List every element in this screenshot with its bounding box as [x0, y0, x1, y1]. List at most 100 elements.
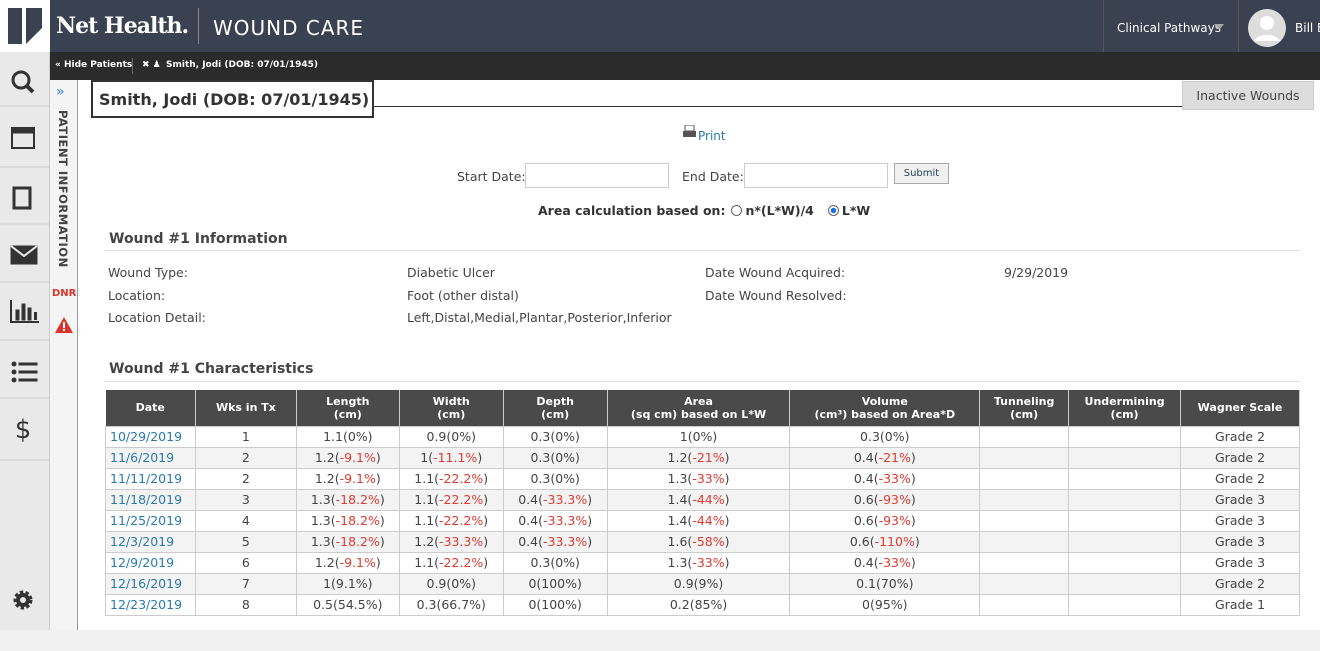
cell-part: ) — [587, 513, 593, 528]
user-name[interactable]: Bill B — [1295, 21, 1320, 35]
empty-cell — [1068, 488, 1182, 511]
date-link[interactable]: 11/11/2019 — [105, 467, 196, 490]
table-cell: 2 — [194, 467, 297, 490]
radio[interactable] — [731, 205, 743, 216]
cell-part: ) — [375, 555, 381, 570]
print-link[interactable]: Print — [698, 129, 726, 143]
product-name: WOUND CARE — [213, 16, 365, 40]
empty-cell — [1068, 593, 1182, 616]
cell-part: 0.6( — [853, 492, 879, 507]
empty-cell — [1068, 551, 1182, 574]
cell-part: ) — [724, 471, 730, 486]
table-cell: Grade 2 — [1180, 572, 1300, 595]
field-label: Date Wound Resolved: — [705, 287, 847, 303]
dnr-flag: DNR — [52, 288, 77, 299]
submit-button[interactable]: Submit — [894, 163, 949, 184]
close-icon[interactable]: ✖ ♟ — [142, 60, 161, 70]
table-cell: 0.3(0%) — [502, 551, 608, 574]
area-label: Area calculation based on: — [538, 203, 726, 218]
date-link[interactable]: 12/23/2019 — [105, 593, 196, 616]
negative-change: -18.2% — [335, 534, 380, 549]
header-line: (cm) — [437, 407, 466, 421]
cell-part: ) — [379, 534, 385, 549]
header-line: (cm) — [1110, 407, 1139, 421]
cell-part: 0.4( — [518, 513, 543, 528]
table-cell: 0.6(-93%) — [789, 509, 981, 532]
field-value: Foot (other distal) — [407, 287, 519, 303]
column-header: Wagner Scale — [1180, 390, 1300, 426]
field-value: 9/29/2019 — [1004, 265, 1069, 280]
table-cell: 0.9(0%) — [398, 572, 504, 595]
table-cell: 1.6(-58%) — [606, 530, 791, 553]
cell-part: ) — [910, 492, 916, 507]
logo — [0, 0, 50, 52]
header-line: (cm) — [541, 407, 570, 421]
date-link[interactable]: 10/29/2019 — [105, 425, 196, 448]
table-cell: 0.5(54.5%) — [295, 593, 400, 616]
menu[interactable]: Clinical Pathways — [1117, 21, 1221, 35]
print-icon — [683, 125, 696, 137]
table-cell: 1.3(-18.2%) — [295, 509, 400, 532]
column-header: Date — [105, 390, 196, 426]
column-header: Tunneling (cm) — [979, 390, 1070, 426]
radio-label[interactable]: n*(L*W)/4 — [745, 203, 814, 218]
table-cell: 0.9(0%) — [398, 425, 504, 448]
table-row: 11/6/2019 2 1.2(-9.1%) 1(-11.1%) 0.3(0%) 1.2(… — [105, 446, 1300, 469]
radio[interactable] — [827, 205, 839, 216]
table-row: 12/9/2019 6 1.2(-9.1%) 1.1(-22.2%) 0.3(0%) 1.… — [105, 551, 1300, 574]
date-link[interactable]: 12/16/2019 — [105, 572, 196, 595]
negative-change: -93% — [878, 513, 911, 528]
cell-part: ) — [914, 534, 920, 549]
table-cell: 0(100%) — [502, 572, 608, 595]
cell-part: ) — [379, 513, 385, 528]
hide-patients[interactable]: « Hide Patients — [55, 60, 133, 70]
table-row: 11/25/2019 4 1.3(-18.2%) 1.1(-22.2%) 0.4(-33… — [105, 509, 1300, 532]
expand-panel[interactable]: » — [56, 84, 65, 100]
header-line: (cm³) based on Area*D — [814, 407, 956, 421]
negative-change: -33.3% — [542, 492, 588, 507]
table-cell: 1.1(-22.2%) — [398, 467, 504, 490]
start-date-input[interactable] — [525, 163, 669, 188]
empty-cell — [1068, 509, 1182, 532]
date-link[interactable]: 11/18/2019 — [105, 488, 196, 511]
header-line: Volume — [861, 394, 908, 408]
icon-nav: $ — [0, 52, 50, 630]
cell-part: 1.1( — [414, 492, 440, 507]
table-cell: 0.3(0%) — [502, 425, 608, 448]
negative-change: -33% — [878, 555, 911, 570]
cell-part: 1.2( — [314, 450, 340, 465]
end-date-input[interactable] — [744, 163, 888, 188]
empty-cell — [979, 530, 1070, 553]
panel-label[interactable]: PATIENT INFORMATION — [56, 110, 70, 268]
negative-change: -44% — [692, 492, 725, 507]
patient-tab[interactable]: Smith, Jodi (DOB: 07/01/1945) — [166, 60, 319, 70]
cell-part: ) — [587, 492, 593, 507]
table-cell: 8 — [194, 593, 297, 616]
cell-part: 0.6( — [853, 513, 879, 528]
cell-part: 1( — [420, 450, 434, 465]
negative-change: -33% — [692, 555, 725, 570]
table-cell: 0.2(85%) — [606, 593, 791, 616]
empty-cell — [979, 488, 1070, 511]
inactive-wounds-button[interactable]: Inactive Wounds — [1182, 81, 1314, 110]
date-link[interactable]: 11/25/2019 — [105, 509, 196, 532]
cell-part: 1.2( — [314, 555, 340, 570]
table-cell: 1.4(-44%) — [606, 488, 791, 511]
date-link[interactable]: 11/6/2019 — [105, 446, 196, 469]
table-row: 10/29/2019 1 1.1(0%) 0.9(0%) 0.3(0%) 1(0%) 0.3… — [105, 425, 1300, 448]
table-cell: 4 — [194, 509, 297, 532]
cell-part: 0.4( — [518, 534, 543, 549]
patient-panel: » PATIENT INFORMATION DNR — [50, 80, 78, 630]
radio-label[interactable]: L*W — [841, 203, 871, 218]
empty-cell — [979, 572, 1070, 595]
table-row: 11/11/2019 2 1.2(-9.1%) 1.1(-22.2%) 0.3(0%) 1… — [105, 467, 1300, 490]
date-link[interactable]: 12/9/2019 — [105, 551, 196, 574]
date-link[interactable]: 12/3/2019 — [105, 530, 196, 553]
cell-part: ) — [483, 555, 489, 570]
header-line: Depth — [536, 394, 574, 408]
column-header: Volume (cm³) based on Area*D — [789, 390, 981, 426]
negative-change: -22.2% — [439, 492, 484, 507]
avatar[interactable] — [1247, 8, 1287, 48]
nav-icons[interactable]: $ — [0, 52, 50, 630]
negative-change: -33.3% — [542, 513, 588, 528]
